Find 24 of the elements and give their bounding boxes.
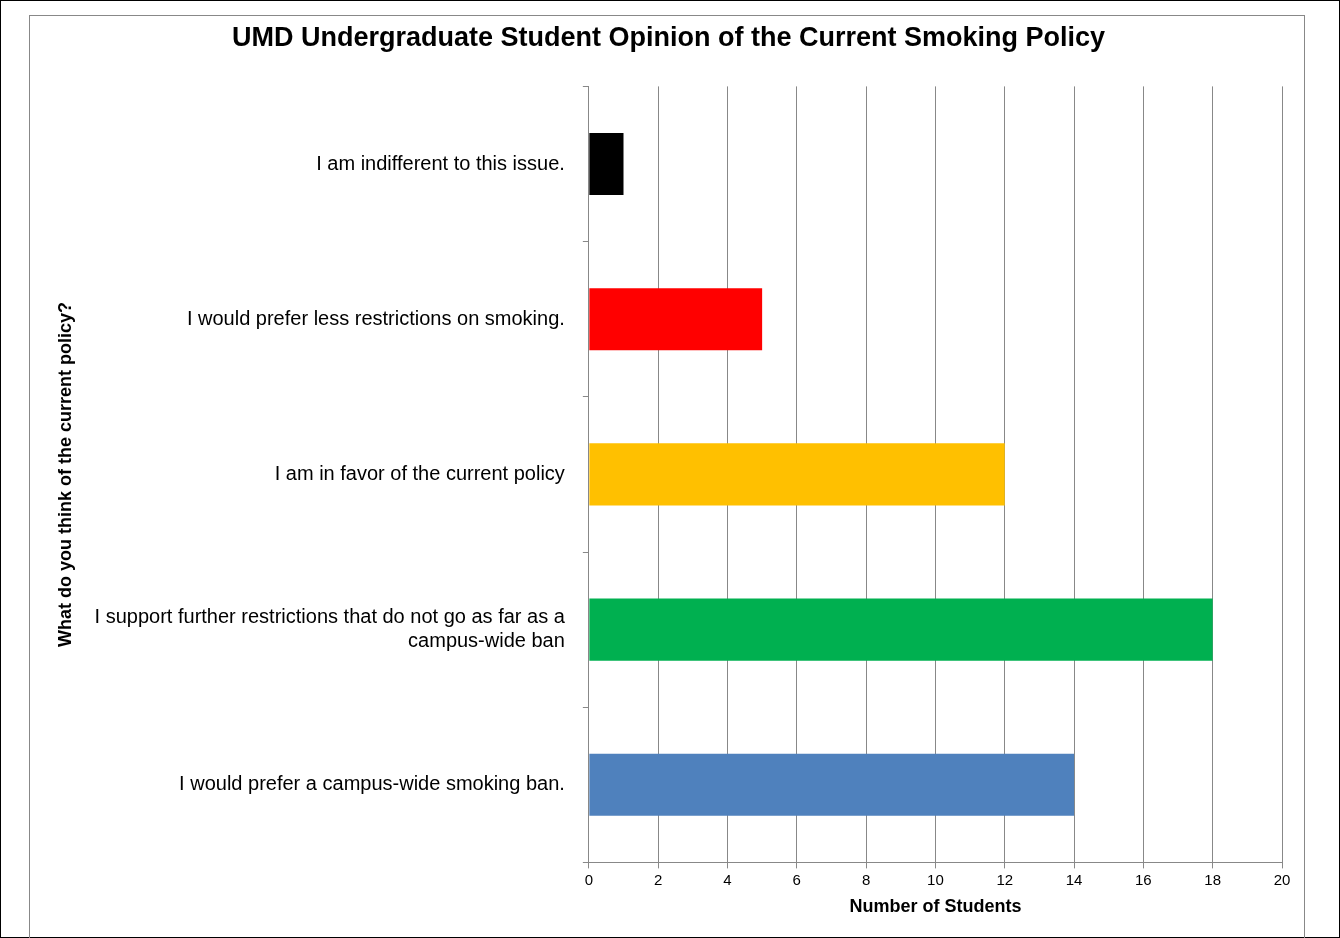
chart-title: UMD Undergraduate Student Opinion of the Current Smoking Policy: [231, 21, 1106, 52]
bar: [589, 753, 1075, 816]
x-tick-label: 14: [1065, 870, 1083, 888]
x-tick-label: 18: [1204, 870, 1222, 888]
x-axis-title: Number of Students: [849, 896, 1022, 917]
x-tick-label: 0: [584, 870, 594, 888]
x-tick-label: 6: [792, 870, 801, 888]
bar: [589, 443, 1005, 506]
bar: [589, 132, 624, 196]
x-tick-label: 16: [1135, 870, 1152, 888]
y-tick-label: I would prefer a campus-wide smoking ban.: [179, 772, 565, 795]
y-tick-label: I am in favor of the current policy: [274, 461, 565, 484]
x-tick-label: 8: [861, 870, 871, 888]
x-tick-label: 20: [1273, 870, 1291, 888]
y-tick-label: I would prefer less restrictions on smoking.: [186, 306, 565, 329]
x-tick-label: 10: [927, 870, 944, 888]
bar: [589, 598, 1213, 661]
y-tick-label: I am indifferent to this issue.: [316, 151, 565, 174]
x-tick-label: 4: [723, 870, 732, 888]
y-axis-title: What do you think of the current policy?: [54, 301, 75, 647]
y-tick-label: I support further restrictions that do not go as far as a campus-wide ban: [94, 605, 566, 652]
bar: [589, 288, 763, 351]
x-tick-label: 12: [996, 870, 1014, 888]
x-tick-label: 2: [653, 870, 663, 888]
